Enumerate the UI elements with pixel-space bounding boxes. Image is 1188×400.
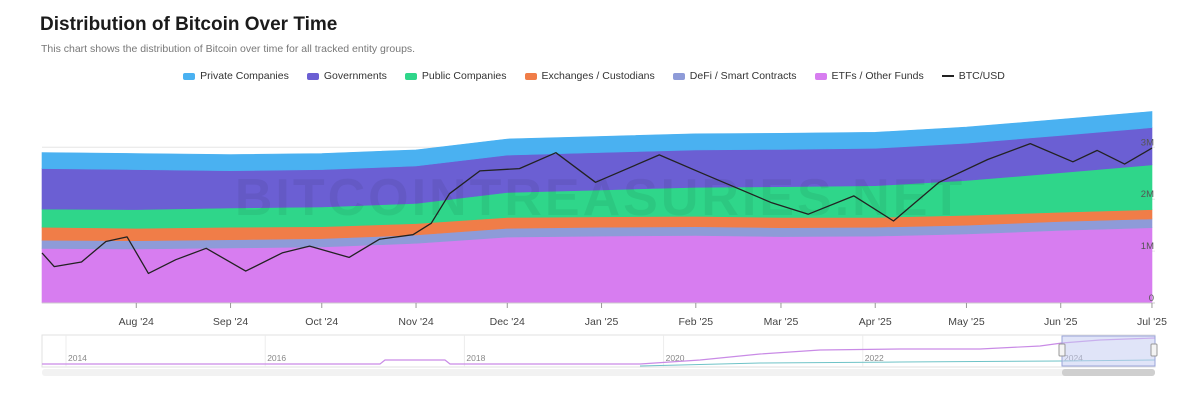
legend-item-etfs-other-funds[interactable]: ETFs / Other Funds [814,70,924,82]
legend-item-private-companies[interactable]: Private Companies [183,70,289,82]
y-tick-label: 0 [1149,293,1154,304]
x-tick-label: Mar '25 [764,316,799,328]
navigator-handle-right[interactable] [1150,343,1158,357]
scrollbar-track [42,369,1155,376]
legend-label: Exchanges / Custodians [541,70,655,82]
legend-label: Private Companies [200,70,289,82]
range-navigator[interactable]: 201420162018202020222024 [41,334,1158,376]
btc-usd-line [41,142,1153,275]
x-tick-label: Nov '24 [398,316,433,328]
x-tick-label: Aug '24 [119,316,154,328]
legend-item-public-companies[interactable]: Public Companies [404,70,507,82]
legend-item-exchanges-custodians[interactable]: Exchanges / Custodians [524,70,655,82]
navigator-tick-label: 2022 [865,353,884,363]
navigator-tick-label: 2014 [68,353,87,363]
x-tick-label: Oct '24 [305,316,338,328]
legend-swatch [941,75,954,77]
legend-swatch [183,72,196,80]
legend-item-btc-usd[interactable]: BTC/USD [941,70,1005,82]
btc-price-layer [41,142,1153,275]
chart-title: Distribution of Bitcoin Over Time [40,14,338,35]
stacked-areas [41,111,1155,304]
watermark-text: BITCOINTREASURIES.NET [235,169,965,227]
navigator-series-trace [42,337,1156,365]
area-private-companies [41,111,1153,172]
navigator-tick-label: 2016 [267,353,286,363]
y-tick-label: 1M [1141,241,1154,252]
x-tick-label: Dec '24 [490,316,525,328]
navigator-handle-left[interactable] [1058,343,1066,357]
x-tick-label: May '25 [948,316,985,328]
x-tick-label: Apr '25 [859,316,892,328]
legend-swatch [672,72,685,80]
legend-swatch [524,72,537,80]
navigator-frame [41,334,1156,368]
chart-subtitle: This chart shows the distribution of Bit… [41,43,416,55]
legend-label: DeFi / Smart Contracts [689,70,797,82]
navigator-tick-label: 2018 [466,353,485,363]
x-tick-label: Jun '25 [1044,316,1078,328]
legend-swatch [814,72,827,80]
x-tick-label: Jul '25 [1137,316,1167,328]
y-tick-label: 2M [1141,189,1154,200]
x-tick-label: Sep '24 [213,316,248,328]
scrollbar-thumb[interactable] [1062,369,1155,376]
legend-swatch [306,72,319,80]
navigator-selection[interactable] [1061,335,1156,367]
legend-item-governments[interactable]: Governments [306,70,387,82]
x-axis: Aug '24 Sep '24 Oct '24 Nov '24 Dec '24 Jan '… [119,303,1167,328]
legend-label: Governments [323,70,387,82]
navigator-tick-label: 2020 [666,353,685,363]
legend-label: BTC/USD [958,70,1005,82]
legend-swatch [404,72,417,80]
y-tick-label: 3M [1141,137,1154,148]
x-tick-label: Jan '25 [585,316,619,328]
y-axis: 0 1M 2M 3M [1141,137,1154,304]
legend-item-defi-smart-contracts[interactable]: DeFi / Smart Contracts [672,70,797,82]
x-tick-label: Feb '25 [678,316,713,328]
legend-label: ETFs / Other Funds [831,70,924,82]
chart-legend: Private Companies Governments Public Com… [0,70,1188,82]
legend-label: Public Companies [421,70,507,82]
